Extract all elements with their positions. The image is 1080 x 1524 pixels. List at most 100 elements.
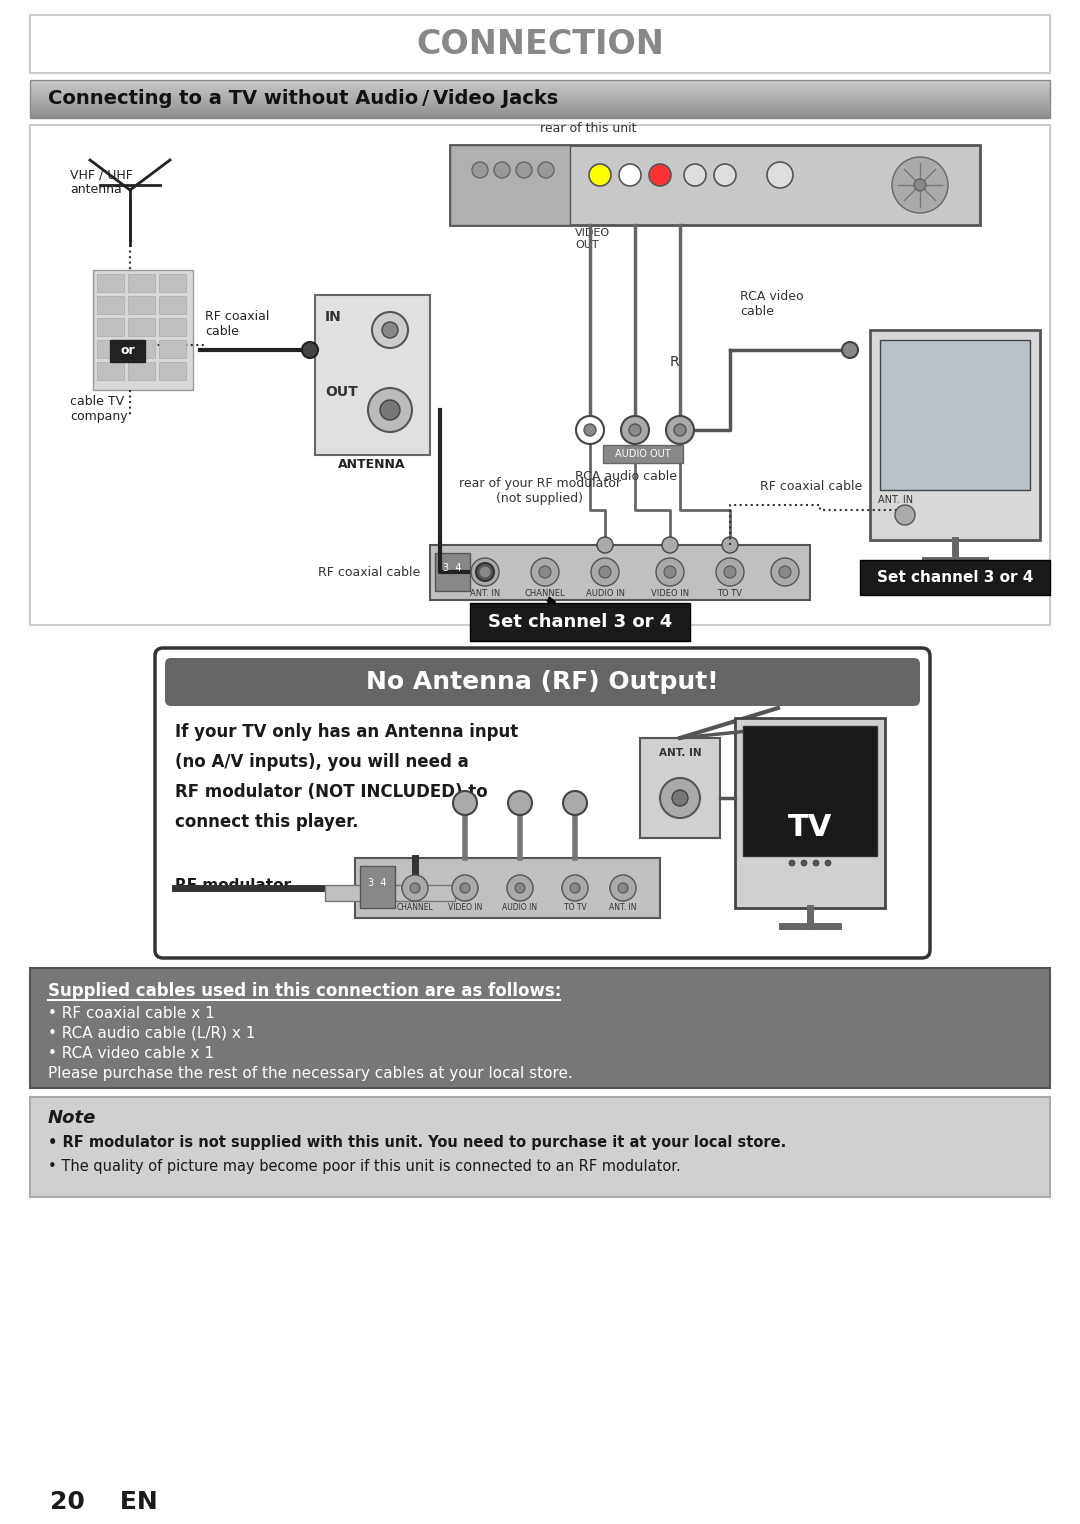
Text: If your TV only has an Antenna input: If your TV only has an Antenna input: [175, 722, 518, 741]
Bar: [880, 340, 1030, 491]
Text: OUT: OUT: [325, 386, 357, 399]
Bar: [129, 340, 156, 358]
FancyBboxPatch shape: [165, 658, 920, 706]
Text: ANT. IN: ANT. IN: [609, 904, 637, 911]
Bar: [30, 125, 1050, 625]
Circle shape: [472, 162, 488, 178]
Circle shape: [714, 165, 735, 186]
Text: ANT. IN: ANT. IN: [659, 748, 701, 757]
Text: CHANNEL: CHANNEL: [525, 588, 565, 597]
Circle shape: [480, 565, 491, 578]
Circle shape: [789, 860, 795, 866]
Text: (no A/V inputs), you will need a: (no A/V inputs), you will need a: [175, 753, 469, 771]
Circle shape: [724, 565, 735, 578]
Circle shape: [584, 424, 596, 436]
Circle shape: [539, 565, 551, 578]
Circle shape: [674, 424, 686, 436]
Circle shape: [570, 882, 580, 893]
Circle shape: [723, 536, 738, 553]
Text: • RCA audio cable (L/R) x 1: • RCA audio cable (L/R) x 1: [48, 1026, 255, 1041]
Text: RF coaxial cable: RF coaxial cable: [318, 565, 420, 579]
Text: IN: IN: [325, 309, 341, 325]
Text: • RF modulator is not supplied with this unit. You need to purchase it at your l: • RF modulator is not supplied with this…: [48, 1135, 786, 1151]
Circle shape: [666, 416, 694, 443]
Bar: [30, 79, 1050, 117]
Bar: [640, 738, 720, 838]
FancyBboxPatch shape: [156, 648, 930, 959]
Circle shape: [895, 504, 915, 524]
Bar: [860, 559, 1050, 594]
Bar: [450, 145, 980, 226]
Circle shape: [779, 565, 791, 578]
Text: TO TV: TO TV: [717, 588, 743, 597]
Bar: [159, 363, 186, 379]
Bar: [97, 319, 124, 335]
Text: VIDEO IN: VIDEO IN: [448, 904, 482, 911]
Circle shape: [597, 536, 613, 553]
Text: • RF coaxial cable x 1: • RF coaxial cable x 1: [48, 1006, 215, 1021]
Circle shape: [610, 875, 636, 901]
Text: RCA video
cable: RCA video cable: [740, 290, 804, 319]
Circle shape: [563, 791, 588, 815]
Bar: [159, 319, 186, 335]
Text: AUDIO IN: AUDIO IN: [585, 588, 624, 597]
Bar: [470, 604, 690, 642]
Circle shape: [684, 165, 706, 186]
Circle shape: [589, 165, 611, 186]
Circle shape: [460, 882, 470, 893]
Bar: [603, 445, 683, 463]
Circle shape: [825, 860, 831, 866]
Bar: [93, 270, 193, 390]
Text: ANTENNA: ANTENNA: [338, 459, 406, 471]
Circle shape: [656, 558, 684, 587]
Circle shape: [621, 416, 649, 443]
Circle shape: [767, 162, 793, 187]
Circle shape: [531, 558, 559, 587]
Circle shape: [662, 536, 678, 553]
Text: connect this player.: connect this player.: [175, 812, 359, 831]
Bar: [435, 553, 470, 591]
Text: Note: Note: [48, 1109, 96, 1128]
Circle shape: [629, 424, 642, 436]
Bar: [315, 296, 430, 456]
Circle shape: [664, 565, 676, 578]
Text: RCA audio cable: RCA audio cable: [575, 469, 677, 483]
Text: or: or: [121, 344, 135, 358]
Text: R: R: [670, 355, 679, 369]
Circle shape: [516, 162, 532, 178]
Bar: [450, 145, 570, 226]
Text: TV: TV: [787, 814, 833, 843]
Text: rear of this unit: rear of this unit: [540, 122, 636, 136]
Bar: [30, 968, 1050, 1088]
Bar: [97, 340, 124, 358]
Bar: [870, 331, 1040, 539]
Circle shape: [599, 565, 611, 578]
Bar: [97, 296, 124, 314]
Bar: [159, 340, 186, 358]
Text: cable TV
company: cable TV company: [70, 395, 127, 424]
Text: CONNECTION: CONNECTION: [416, 27, 664, 61]
Circle shape: [813, 860, 819, 866]
Circle shape: [619, 165, 642, 186]
Text: VIDEO
OUT: VIDEO OUT: [575, 229, 610, 250]
Circle shape: [453, 791, 477, 815]
Bar: [129, 319, 156, 335]
Text: AUDIO OUT: AUDIO OUT: [616, 450, 671, 459]
Circle shape: [914, 178, 926, 190]
Circle shape: [476, 562, 494, 581]
Bar: [360, 866, 395, 908]
Text: 3  4: 3 4: [443, 562, 461, 573]
Circle shape: [368, 389, 411, 431]
Circle shape: [508, 791, 532, 815]
Bar: [129, 363, 156, 379]
Text: ANT. IN: ANT. IN: [470, 588, 500, 597]
Text: RF coaxial
cable: RF coaxial cable: [205, 309, 269, 338]
Bar: [110, 340, 145, 363]
Circle shape: [842, 341, 858, 358]
Circle shape: [372, 312, 408, 347]
Text: 20    EN: 20 EN: [50, 1490, 158, 1513]
Circle shape: [453, 875, 478, 901]
Circle shape: [382, 322, 399, 338]
Circle shape: [380, 399, 400, 421]
Text: RF coaxial cable: RF coaxial cable: [760, 480, 862, 492]
